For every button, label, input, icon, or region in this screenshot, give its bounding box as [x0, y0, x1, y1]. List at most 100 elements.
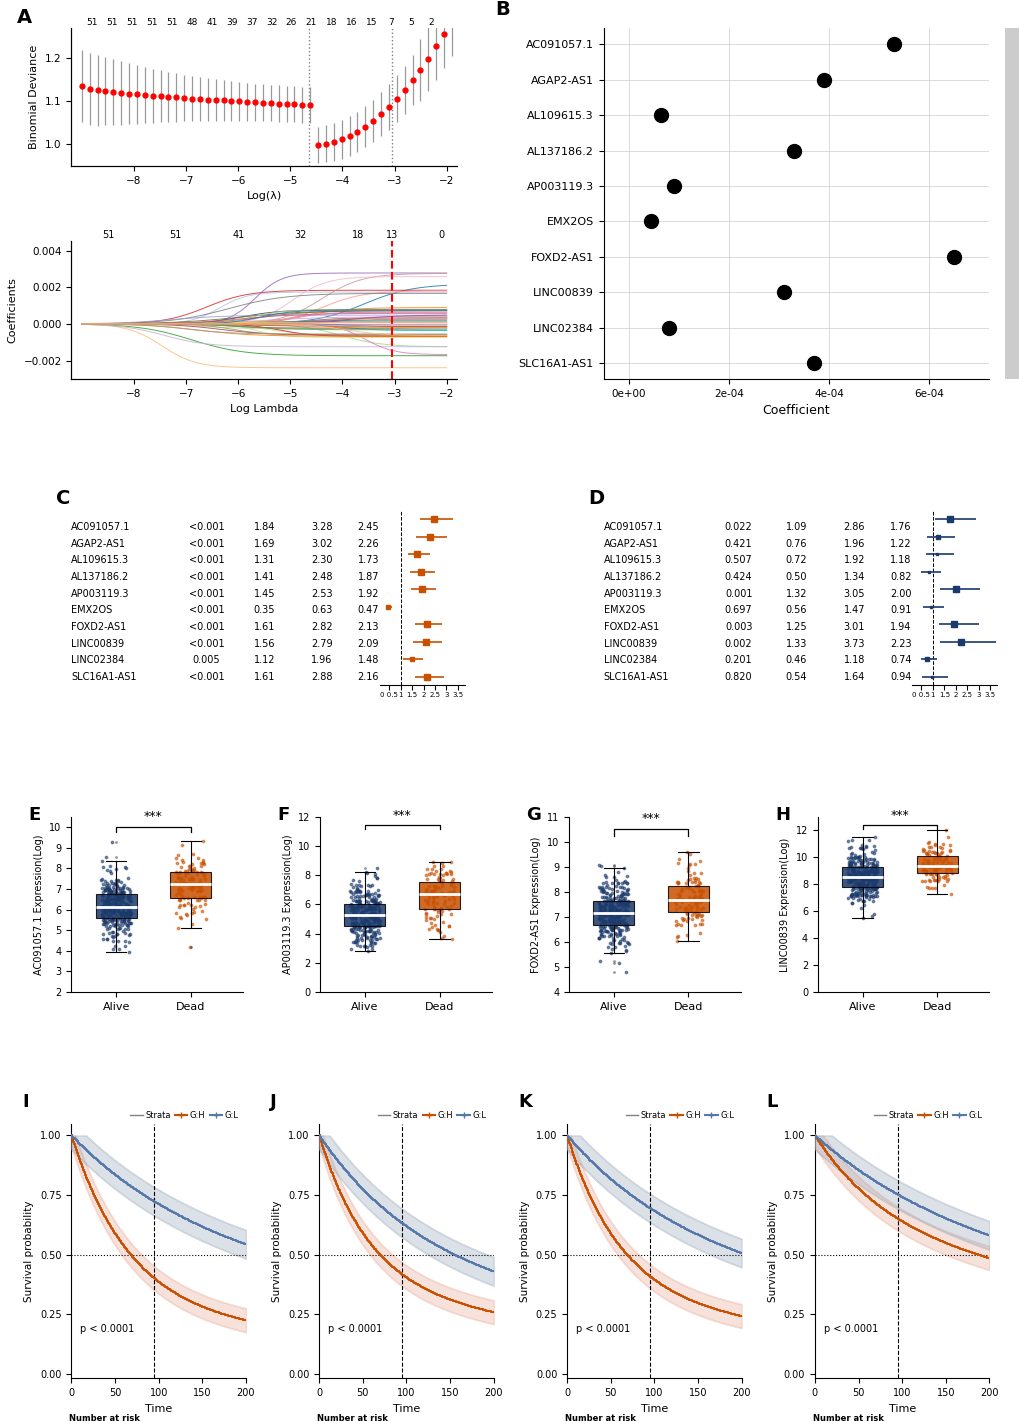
- Point: [859, 878, 875, 901]
- Point: [842, 864, 858, 887]
- Point: [190, 847, 206, 870]
- Point: [590, 891, 606, 914]
- Point: [862, 858, 878, 881]
- X-axis label: Log(λ): Log(λ): [247, 190, 281, 202]
- Point: [854, 865, 870, 888]
- Point: [691, 880, 707, 902]
- Point: [170, 878, 186, 901]
- Point: [669, 887, 686, 909]
- Point: [364, 874, 380, 897]
- Point: [103, 909, 119, 932]
- Point: [96, 897, 112, 919]
- Point: [615, 914, 632, 936]
- Point: [596, 909, 612, 932]
- Point: [616, 887, 633, 909]
- Point: [341, 880, 358, 902]
- Point: [610, 921, 627, 944]
- Point: [361, 911, 377, 934]
- Point: [361, 915, 377, 938]
- Text: AL137186.2: AL137186.2: [603, 573, 661, 583]
- Point: [864, 890, 880, 912]
- Point: [686, 914, 702, 936]
- Point: [181, 872, 198, 895]
- Point: [424, 880, 440, 902]
- Point: [99, 928, 115, 951]
- Point: [848, 872, 864, 895]
- Text: <0.001: <0.001: [189, 539, 224, 549]
- Point: [603, 918, 620, 941]
- Point: [607, 915, 624, 938]
- Point: [861, 870, 877, 892]
- Point: [847, 855, 863, 878]
- Point: [356, 921, 372, 944]
- Point: [682, 897, 698, 919]
- Point: [102, 854, 118, 877]
- Point: [105, 891, 121, 914]
- Point: [120, 904, 137, 926]
- Point: [113, 891, 129, 914]
- Point: [107, 914, 123, 936]
- Point: [603, 905, 620, 928]
- Point: [615, 897, 632, 919]
- Point: [857, 882, 873, 905]
- Point: [843, 870, 859, 892]
- Point: [432, 897, 448, 919]
- Point: [99, 887, 115, 909]
- Text: 1.69: 1.69: [254, 539, 275, 549]
- Point: [441, 881, 458, 904]
- Point: [113, 904, 129, 926]
- Point: [179, 887, 196, 909]
- Point: [95, 872, 111, 895]
- Point: [113, 884, 129, 907]
- Point: [615, 891, 632, 914]
- Point: [853, 867, 869, 890]
- Point: [363, 897, 379, 919]
- Point: [342, 872, 359, 895]
- Point: [172, 882, 189, 905]
- Point: [852, 871, 868, 894]
- Text: 2.23: 2.23: [889, 639, 911, 649]
- Point: [170, 895, 186, 918]
- Point: [848, 882, 864, 905]
- Point: [108, 909, 124, 932]
- Point: [857, 875, 873, 898]
- Y-axis label: Survival probability: Survival probability: [520, 1201, 530, 1302]
- Point: [346, 931, 363, 953]
- Point: [844, 850, 860, 872]
- Point: [108, 887, 124, 909]
- Point: [924, 855, 941, 878]
- Point: [96, 907, 112, 929]
- Point: [358, 884, 374, 907]
- Point: [886, 33, 902, 55]
- Point: [100, 888, 116, 911]
- Point: [602, 905, 619, 928]
- Point: [101, 877, 117, 899]
- Point: [363, 905, 379, 928]
- Point: [857, 885, 873, 908]
- Point: [619, 865, 635, 888]
- Point: [594, 901, 610, 924]
- Point: [358, 882, 374, 905]
- Point: [853, 837, 869, 860]
- Point: [597, 892, 613, 915]
- Point: [117, 935, 133, 958]
- Point: [352, 892, 368, 915]
- Point: [366, 905, 382, 928]
- Point: [865, 867, 881, 890]
- Point: [176, 887, 193, 909]
- Point: [613, 918, 630, 941]
- Point: [602, 911, 619, 934]
- Point: [368, 890, 384, 912]
- Point: [612, 909, 629, 932]
- Point: [110, 917, 126, 939]
- PathPatch shape: [593, 901, 634, 925]
- Point: [438, 863, 454, 885]
- Point: [119, 897, 136, 919]
- Point: [363, 897, 379, 919]
- Point: [680, 854, 696, 877]
- Point: [94, 888, 110, 911]
- Point: [920, 854, 936, 877]
- Point: [176, 865, 193, 888]
- Point: [366, 925, 382, 948]
- Point: [173, 867, 190, 890]
